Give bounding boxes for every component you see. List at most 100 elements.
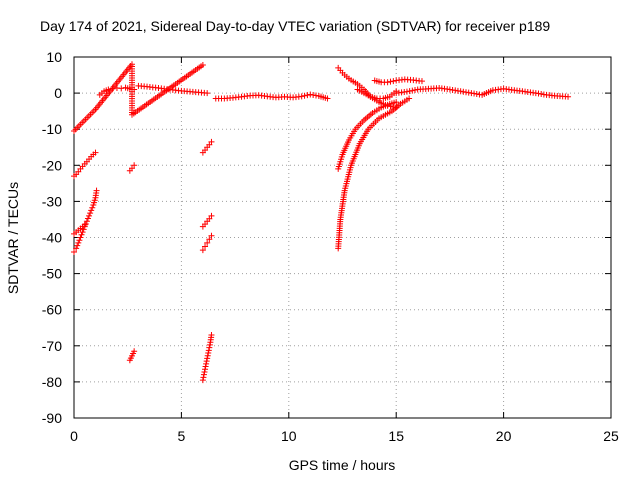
data-point [208, 212, 215, 219]
data-point [565, 93, 572, 100]
series-band-0-3 [212, 91, 331, 102]
data-point [84, 215, 91, 222]
data-point [202, 363, 209, 370]
data-point [387, 78, 394, 85]
series-arc-early-b [71, 187, 100, 255]
series-band-0-2 [135, 82, 211, 97]
y-axis-label: SDTVAR / TECUs [5, 182, 21, 294]
x-tick-label: 15 [388, 428, 404, 444]
data-point [80, 226, 87, 233]
data-point [203, 360, 210, 367]
data-point [71, 248, 77, 255]
series-band-0-1 [96, 84, 138, 98]
x-axis-label: GPS time / hours [289, 457, 396, 473]
data-point [393, 88, 400, 95]
series-arc-6h-b [199, 212, 215, 230]
data-point [109, 85, 116, 92]
series-arc-2.7-b [126, 348, 138, 364]
series-arc-6h-d [199, 331, 215, 384]
x-tick-label: 20 [496, 428, 512, 444]
data-point [204, 355, 211, 362]
series-arc-6h-c [199, 232, 215, 254]
data-point [208, 138, 215, 145]
series-arc-12h-b [354, 86, 400, 102]
series-isolated [71, 61, 206, 135]
data-point [202, 366, 209, 373]
data-point [206, 344, 213, 351]
data-point [93, 187, 100, 194]
data-point [199, 61, 206, 68]
x-tick-label: 0 [70, 428, 78, 444]
y-tick-label: -30 [42, 193, 62, 209]
data-point [131, 86, 138, 93]
y-tick-label: -60 [42, 302, 62, 318]
data-point [87, 210, 94, 217]
data-point [131, 162, 138, 169]
data-point [78, 231, 85, 238]
chart-title: Day 174 of 2021, Sidereal Day-to-day VTE… [40, 18, 550, 34]
y-tick-label: -80 [42, 374, 62, 390]
data-point [393, 99, 400, 106]
data-point [204, 352, 211, 359]
y-tick-label: -40 [42, 230, 62, 246]
data-point [199, 377, 206, 384]
data-point [79, 229, 86, 236]
data-point [74, 242, 81, 249]
data-point [86, 212, 93, 219]
data-point [88, 207, 95, 214]
data-point [131, 348, 138, 355]
data-point [118, 85, 125, 92]
y-tick-label: -70 [42, 338, 62, 354]
series-arc-12h-e [371, 76, 425, 86]
data-point [208, 232, 215, 239]
grid [73, 56, 612, 419]
data-point [205, 350, 212, 357]
data-points [71, 61, 572, 384]
data-point [73, 245, 80, 252]
data-point [390, 78, 397, 85]
data-point [206, 236, 213, 243]
data-point [81, 221, 88, 228]
x-tick-label: 10 [281, 428, 297, 444]
axis-ticks: 0 5 10 15 20 25 10 0 -10 -20 -30 -40 -50 -60 -70 -80 -90 [42, 49, 619, 444]
data-point [384, 79, 391, 86]
y-tick-label: -10 [42, 121, 62, 137]
data-point [204, 90, 211, 97]
x-tick-label: 5 [178, 428, 186, 444]
y-tick-label: 10 [46, 49, 62, 65]
y-tick-label: 0 [54, 85, 62, 101]
data-point [202, 243, 209, 250]
series-arc-12h-d [335, 95, 413, 252]
series-arc-2.7-a [126, 162, 138, 174]
data-point [409, 87, 416, 94]
data-point [203, 358, 210, 365]
data-point [208, 331, 215, 338]
data-point [403, 88, 410, 95]
data-point [406, 88, 413, 95]
data-point [205, 347, 212, 354]
y-tick-label: -90 [42, 410, 62, 426]
data-point [204, 239, 211, 246]
y-tick-label: -20 [42, 157, 62, 173]
data-point [199, 247, 206, 254]
data-point [406, 95, 413, 102]
data-point [298, 93, 305, 100]
data-point [418, 78, 425, 85]
data-point [304, 92, 311, 99]
series-arc-early-a [71, 149, 99, 180]
series-arc-6h-a [199, 138, 215, 156]
data-point [206, 341, 213, 348]
series-arc-early-c [71, 221, 88, 237]
x-tick-label: 25 [603, 428, 619, 444]
data-point [76, 237, 83, 244]
data-point [201, 368, 208, 375]
series-arc-12h-c [335, 99, 400, 172]
data-point [75, 239, 82, 246]
data-point [92, 149, 99, 156]
data-point [200, 371, 207, 378]
data-point [324, 95, 331, 102]
data-point [411, 87, 418, 94]
series-band-0-4 [393, 85, 572, 100]
data-point [77, 234, 84, 241]
